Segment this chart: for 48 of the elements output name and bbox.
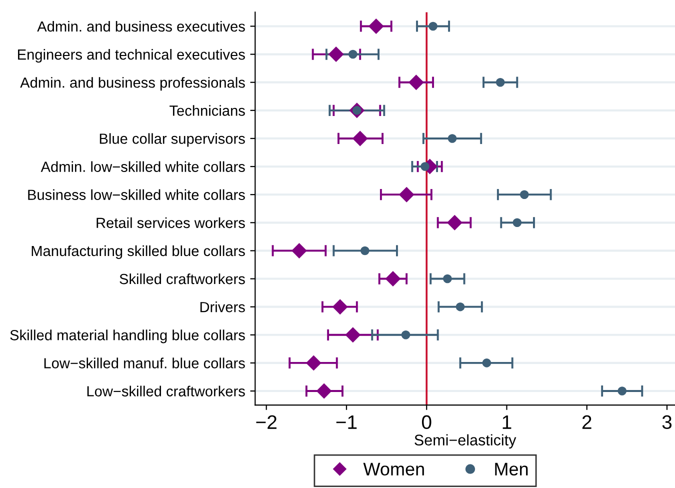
x-tick-label: 2 <box>582 415 592 429</box>
point <box>328 46 344 62</box>
point <box>401 330 410 340</box>
y-tick-label: Business low−skilled white collars <box>28 189 245 200</box>
y-tick-label: Skilled craftworkers <box>120 273 245 284</box>
point <box>360 246 370 256</box>
y-tick-label: Drivers <box>200 302 245 312</box>
y-tick-label: Admin. and business professionals <box>20 77 245 91</box>
point <box>618 386 627 396</box>
x-tick-label: −2 <box>256 415 276 429</box>
y-tick-label: Low−skilled manuf. blue collars <box>44 358 245 368</box>
point <box>398 186 414 202</box>
point <box>420 162 430 171</box>
y-tick-label: Engineers and technical executives <box>18 49 245 63</box>
y-tick-label: Retail services workers <box>96 217 245 228</box>
point <box>345 327 361 343</box>
x-axis-title: Semi−elasticity <box>414 434 516 449</box>
point <box>316 383 332 399</box>
legend-label: Women <box>363 462 424 476</box>
x-tick-label: 1 <box>502 415 512 429</box>
y-tick-label: Manufacturing skilled blue collars <box>32 245 245 260</box>
point <box>482 358 492 368</box>
point <box>332 299 348 315</box>
y-tick-label: Technicians <box>170 105 245 116</box>
x-tick-label: 3 <box>662 415 672 430</box>
point <box>368 18 384 34</box>
point <box>512 218 522 228</box>
x-tick-label: 0 <box>422 415 432 430</box>
legend-label: Men <box>495 462 528 476</box>
point <box>456 302 465 312</box>
point <box>291 242 307 258</box>
point <box>520 190 529 199</box>
point <box>306 355 322 371</box>
point <box>443 274 452 284</box>
point <box>348 50 358 59</box>
x-tick-label: −1 <box>336 415 357 429</box>
point <box>352 130 368 146</box>
y-tick-label: Admin. low−skilled white collars <box>40 161 245 172</box>
point <box>385 271 401 286</box>
point <box>428 22 438 31</box>
point <box>446 214 462 230</box>
y-tick-label: Blue collar supervisors <box>100 133 245 147</box>
point <box>448 134 457 143</box>
point <box>408 74 424 90</box>
y-tick-label: Admin. and business executives <box>37 20 245 32</box>
y-tick-label: Skilled material handling blue collars <box>10 330 245 344</box>
y-tick-label: Low−skilled craftworkers <box>87 386 245 396</box>
point <box>496 78 505 87</box>
